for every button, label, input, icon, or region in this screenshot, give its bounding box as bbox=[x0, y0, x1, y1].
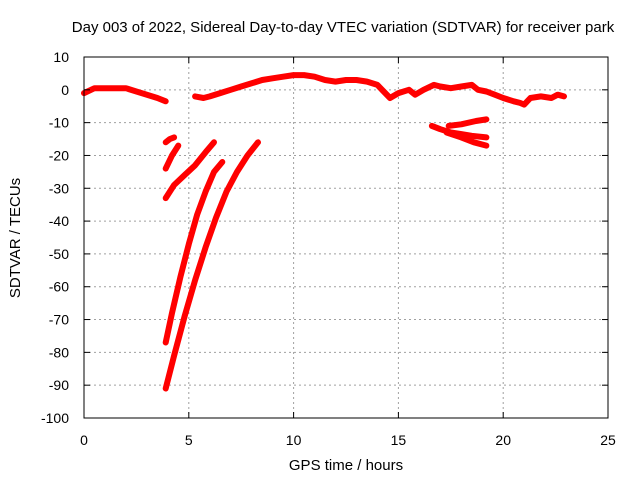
y-tick-label: -10 bbox=[49, 115, 69, 131]
x-axis-label: GPS time / hours bbox=[289, 457, 403, 474]
y-tick-label: -70 bbox=[49, 312, 69, 328]
x-tick-label: 5 bbox=[185, 432, 193, 448]
chart-title: Day 003 of 2022, Sidereal Day-to-day VTE… bbox=[72, 19, 615, 36]
y-tick-label: -40 bbox=[49, 213, 69, 229]
y-tick-label: -90 bbox=[49, 377, 69, 393]
series-arc-main-1 bbox=[81, 85, 169, 105]
x-tick-label: 10 bbox=[286, 432, 302, 448]
x-tick-label: 0 bbox=[80, 432, 88, 448]
series-arc-low-1 bbox=[162, 159, 226, 346]
y-tick-label: -30 bbox=[49, 180, 69, 196]
series-arc-short-1 bbox=[162, 134, 178, 146]
series-arc-main-2 bbox=[192, 72, 567, 108]
y-tick-label: -80 bbox=[49, 344, 69, 360]
y-tick-label: -100 bbox=[41, 410, 69, 426]
series-arc-short-2 bbox=[162, 142, 182, 172]
y-tick-label: -50 bbox=[49, 246, 69, 262]
y-tick-label: -60 bbox=[49, 279, 69, 295]
series-arc-short-3 bbox=[162, 139, 217, 202]
grid-layer bbox=[84, 57, 608, 418]
x-tick-label: 25 bbox=[600, 432, 616, 448]
y-tick-label: 0 bbox=[61, 82, 69, 98]
series-arc-late-2 bbox=[445, 116, 490, 129]
y-axis-label: SDTVAR / TECUs bbox=[7, 178, 24, 298]
x-tick-label: 20 bbox=[495, 432, 511, 448]
series-layer bbox=[81, 72, 567, 392]
x-tick-label: 15 bbox=[391, 432, 407, 448]
plot-frame bbox=[83, 56, 609, 419]
y-tick-label: 10 bbox=[53, 49, 69, 65]
y-tick-label: -20 bbox=[49, 147, 69, 163]
tick-layer: 0 5 10 15 20 25 10 0 -10 -20 -30 -40 -50 -60 -70 -80 -90… bbox=[41, 49, 616, 448]
series-arc-low-2 bbox=[162, 139, 261, 392]
series-arc-late-3 bbox=[443, 129, 490, 149]
